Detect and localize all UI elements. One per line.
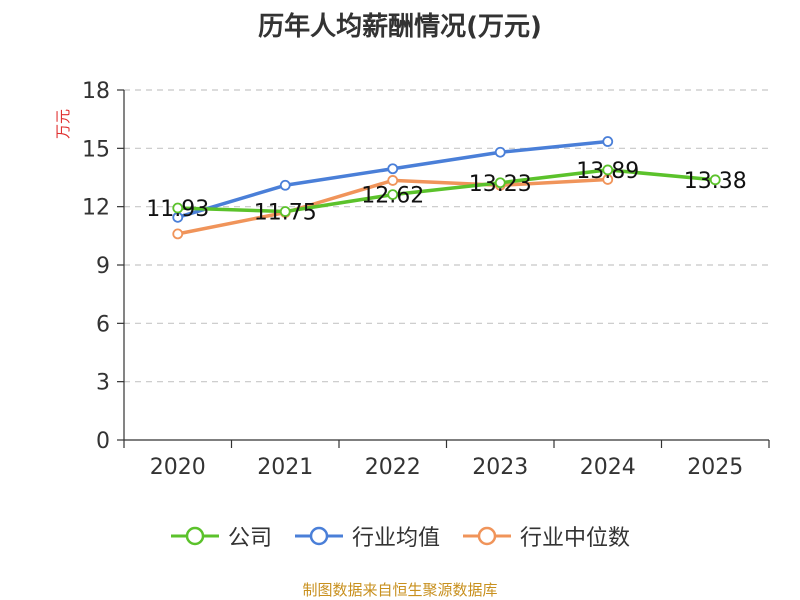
data-label: 13.38 (684, 169, 747, 194)
x-tick-label: 2023 (472, 455, 528, 480)
y-tick-label: 12 (82, 196, 110, 221)
y-tick-label: 9 (96, 254, 110, 279)
data-point (387, 163, 399, 175)
chart-title: 历年人均薪酬情况(万元) (258, 12, 542, 42)
data-point (494, 177, 506, 189)
y-tick-label: 0 (96, 429, 110, 454)
legend-item-industry-mean[interactable]: 行业均值 (294, 520, 440, 552)
legend-label-industry-median: 行业中位数 (520, 526, 631, 551)
x-tick-label: 2022 (365, 455, 421, 480)
y-tick-label: 18 (82, 79, 110, 104)
data-point (602, 164, 614, 176)
data-point (172, 228, 184, 240)
data-point (387, 189, 399, 201)
axis-layer: 0 3 6 9 12 15 18 2020 2021 2022 2023 2024 2025 (82, 79, 770, 480)
y-tick-label: 15 (82, 137, 110, 162)
x-tick-label: 2021 (257, 455, 313, 480)
y-tick-label: 6 (96, 312, 110, 337)
data-label: 11.93 (146, 197, 209, 222)
data-point (602, 136, 614, 147)
series-layer (172, 136, 721, 240)
data-point (279, 206, 291, 217)
data-label: 13.89 (576, 159, 639, 184)
source-footer: 制图数据来自恒生聚源数据库 (302, 581, 498, 599)
data-label: 13.23 (469, 172, 532, 197)
legend-industry-median-marker (463, 526, 511, 546)
legend-label-industry-mean: 行业均值 (351, 526, 440, 551)
data-label: 11.75 (254, 201, 317, 226)
data-point (709, 174, 721, 186)
x-tick-label: 2025 (687, 455, 743, 480)
data-point (387, 175, 399, 186)
x-tick-label: 2024 (580, 455, 636, 480)
legend-item-company[interactable]: 公司 (170, 520, 272, 552)
data-label: 12.62 (361, 184, 424, 209)
data-point (279, 179, 291, 191)
legend-item-industry-median[interactable]: 行业中位数 (462, 520, 630, 552)
legend-company-marker (170, 526, 219, 546)
x-tick-label: 2020 (150, 455, 206, 480)
legend: 公司 行业均值 行业中位数 (0, 520, 800, 552)
legend-industry-mean-marker (294, 526, 343, 546)
data-point (494, 146, 506, 158)
y-tick-label: 3 (96, 371, 110, 396)
series-line-0 (177, 168, 716, 214)
y-axis-label: 万元 (54, 109, 72, 139)
legend-label-company: 公司 (227, 526, 272, 551)
data-point (172, 202, 184, 214)
data-label-layer: 11.93 11.75 12.62 13.23 13.89 13.38 (146, 159, 746, 226)
grid-layer (124, 89, 769, 383)
